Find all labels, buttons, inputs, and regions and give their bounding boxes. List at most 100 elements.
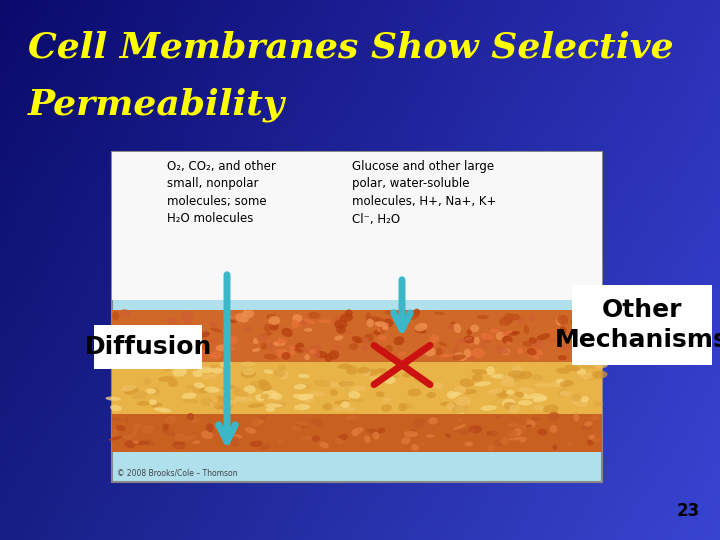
- Ellipse shape: [380, 326, 385, 333]
- Ellipse shape: [526, 424, 533, 428]
- Ellipse shape: [572, 394, 582, 402]
- Ellipse shape: [230, 435, 240, 439]
- Ellipse shape: [143, 425, 154, 434]
- Ellipse shape: [333, 316, 341, 325]
- Text: Glucose and other large
polar, water-soluble
molecules, H+, Na+, K+
Cl⁻, H₂O: Glucose and other large polar, water-sol…: [352, 160, 496, 226]
- Ellipse shape: [293, 345, 305, 353]
- Ellipse shape: [468, 426, 482, 434]
- Ellipse shape: [549, 425, 557, 433]
- Ellipse shape: [500, 380, 516, 387]
- Ellipse shape: [192, 333, 200, 342]
- Ellipse shape: [116, 425, 125, 431]
- Bar: [112, 152, 602, 300]
- Ellipse shape: [415, 327, 426, 334]
- Ellipse shape: [595, 319, 606, 326]
- Ellipse shape: [310, 392, 324, 396]
- Ellipse shape: [595, 320, 603, 325]
- Ellipse shape: [140, 334, 152, 339]
- Ellipse shape: [513, 428, 521, 436]
- Ellipse shape: [447, 323, 459, 330]
- Ellipse shape: [409, 429, 416, 434]
- Ellipse shape: [121, 385, 136, 392]
- Ellipse shape: [590, 314, 595, 321]
- Ellipse shape: [570, 320, 582, 326]
- Ellipse shape: [166, 318, 178, 325]
- Ellipse shape: [153, 330, 166, 336]
- Ellipse shape: [210, 327, 222, 333]
- Ellipse shape: [361, 346, 369, 352]
- Ellipse shape: [273, 341, 285, 346]
- Ellipse shape: [276, 349, 289, 358]
- Ellipse shape: [398, 403, 407, 411]
- Ellipse shape: [168, 379, 178, 387]
- Ellipse shape: [509, 374, 524, 382]
- Ellipse shape: [249, 441, 263, 447]
- Ellipse shape: [413, 376, 429, 383]
- Ellipse shape: [351, 429, 359, 436]
- Ellipse shape: [293, 394, 309, 400]
- Ellipse shape: [164, 417, 171, 425]
- Ellipse shape: [132, 423, 142, 429]
- Ellipse shape: [172, 368, 187, 376]
- Ellipse shape: [341, 380, 354, 387]
- Ellipse shape: [577, 368, 586, 375]
- Ellipse shape: [261, 332, 272, 337]
- Ellipse shape: [282, 328, 293, 337]
- Ellipse shape: [372, 431, 379, 440]
- Ellipse shape: [559, 391, 572, 396]
- Ellipse shape: [245, 427, 256, 434]
- Ellipse shape: [595, 362, 608, 368]
- Ellipse shape: [294, 384, 307, 389]
- Ellipse shape: [384, 310, 392, 315]
- Ellipse shape: [300, 319, 309, 326]
- Ellipse shape: [501, 330, 513, 335]
- Ellipse shape: [411, 444, 419, 451]
- Ellipse shape: [212, 401, 229, 406]
- Ellipse shape: [312, 435, 320, 442]
- Ellipse shape: [310, 349, 316, 354]
- Ellipse shape: [289, 349, 295, 356]
- Ellipse shape: [537, 333, 550, 341]
- Ellipse shape: [456, 430, 469, 435]
- Ellipse shape: [543, 404, 559, 414]
- Ellipse shape: [295, 343, 304, 352]
- Ellipse shape: [266, 407, 275, 412]
- Ellipse shape: [250, 381, 266, 388]
- Ellipse shape: [291, 320, 300, 328]
- Ellipse shape: [453, 424, 467, 430]
- Ellipse shape: [341, 401, 350, 408]
- Ellipse shape: [534, 354, 539, 360]
- Ellipse shape: [336, 325, 346, 334]
- Ellipse shape: [137, 401, 150, 406]
- Ellipse shape: [394, 336, 405, 345]
- Ellipse shape: [231, 441, 240, 447]
- Ellipse shape: [446, 402, 455, 410]
- Ellipse shape: [480, 405, 497, 411]
- Ellipse shape: [125, 441, 135, 448]
- Ellipse shape: [319, 442, 329, 449]
- Ellipse shape: [216, 345, 228, 352]
- Ellipse shape: [242, 309, 254, 318]
- Ellipse shape: [384, 376, 395, 384]
- Ellipse shape: [455, 397, 471, 406]
- Ellipse shape: [124, 387, 139, 395]
- Ellipse shape: [557, 389, 570, 397]
- Ellipse shape: [268, 342, 274, 351]
- Ellipse shape: [265, 403, 283, 408]
- Ellipse shape: [187, 416, 200, 423]
- Ellipse shape: [459, 379, 474, 387]
- Ellipse shape: [557, 315, 566, 319]
- Bar: [572, 285, 712, 365]
- Ellipse shape: [486, 334, 492, 342]
- Ellipse shape: [580, 364, 595, 369]
- Ellipse shape: [402, 403, 413, 409]
- Ellipse shape: [258, 416, 266, 421]
- Ellipse shape: [298, 342, 305, 349]
- Ellipse shape: [467, 329, 472, 335]
- Ellipse shape: [420, 442, 426, 445]
- Ellipse shape: [357, 367, 370, 374]
- Ellipse shape: [330, 345, 342, 348]
- Ellipse shape: [472, 348, 485, 358]
- Ellipse shape: [502, 399, 516, 407]
- Ellipse shape: [590, 415, 600, 421]
